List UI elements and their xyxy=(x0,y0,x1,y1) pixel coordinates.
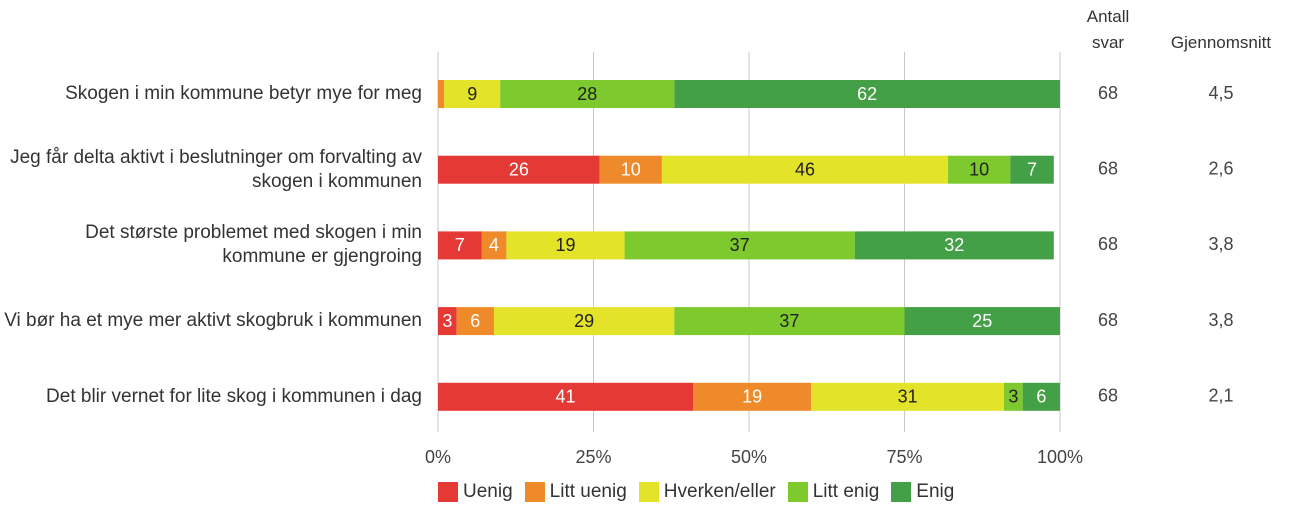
bar-segment xyxy=(674,80,1060,108)
data-label: 19 xyxy=(555,235,575,255)
data-label: 4 xyxy=(489,235,499,255)
legend-swatch xyxy=(891,482,912,502)
x-tick-label: 75% xyxy=(886,447,922,467)
bar-segment xyxy=(854,231,1054,260)
legend-swatch xyxy=(638,482,659,502)
average: 2,6 xyxy=(1208,158,1233,178)
data-label: 37 xyxy=(779,311,799,331)
bar-segment xyxy=(693,382,812,411)
average: 3,8 xyxy=(1208,310,1233,330)
x-tick-label: 0% xyxy=(425,447,451,467)
bar-segment xyxy=(438,382,694,411)
data-label: 3 xyxy=(1008,387,1018,407)
category-label: Jeg får delta aktivt i beslutninger om f… xyxy=(10,146,422,192)
legend-item: Litt enig xyxy=(787,481,880,503)
data-label: 10 xyxy=(969,159,989,179)
bar-segment xyxy=(506,231,625,260)
bar-segment xyxy=(948,155,1011,184)
data-label: 10 xyxy=(621,159,641,179)
legend-label: Enig xyxy=(916,481,955,502)
bar-segment xyxy=(1010,155,1054,184)
bar-segment xyxy=(481,231,507,260)
legend-swatch xyxy=(438,482,458,502)
bar-segment xyxy=(904,307,1060,336)
legend-swatch xyxy=(524,482,545,502)
bar-segment xyxy=(674,307,905,336)
count: 68 xyxy=(1098,386,1118,406)
legend-label: Litt enig xyxy=(812,481,880,502)
data-label: 41 xyxy=(555,387,575,407)
legend-label: Hverken/eller xyxy=(663,481,776,502)
data-label: 62 xyxy=(857,84,877,104)
average: 4,5 xyxy=(1208,83,1233,103)
bar-segment xyxy=(438,307,457,336)
data-label: 19 xyxy=(742,387,762,407)
data-label: 46 xyxy=(795,159,815,179)
data-label: 29 xyxy=(574,311,594,331)
data-label: 7 xyxy=(1027,159,1037,179)
data-label: 32 xyxy=(944,235,964,255)
data-label: 26 xyxy=(509,159,529,179)
count-header: Antall svar xyxy=(1086,7,1130,52)
bar-segment xyxy=(661,155,949,184)
data-label: 7 xyxy=(455,235,465,255)
x-tick-label: 25% xyxy=(575,447,611,467)
data-label: 37 xyxy=(730,235,750,255)
count: 68 xyxy=(1098,234,1118,254)
data-label: 31 xyxy=(898,387,918,407)
bar-segment xyxy=(456,307,494,336)
x-tick-label: 100% xyxy=(1037,447,1083,467)
bar-segment xyxy=(1004,382,1023,411)
bar-segment xyxy=(500,80,675,108)
bar-segment xyxy=(624,231,855,260)
data-label: 6 xyxy=(1036,387,1046,407)
bar-segment xyxy=(493,307,675,336)
legend: Uenig Litt uenig Hverken/eller Litt enig Eni… xyxy=(438,481,954,503)
x-tick-label: 50% xyxy=(731,447,767,467)
data-label: 9 xyxy=(467,84,477,104)
data-label: 25 xyxy=(972,311,992,331)
count: 68 xyxy=(1098,310,1118,330)
bar-segment xyxy=(438,155,600,184)
data-label: 6 xyxy=(470,311,480,331)
category-label: Det blir vernet for lite skog i kommunen… xyxy=(46,385,422,407)
category-label: Det største problemet med skogen i min k… xyxy=(85,222,422,268)
average: 2,1 xyxy=(1208,386,1233,406)
legend-label: Uenig xyxy=(463,481,513,502)
bar-segment xyxy=(599,155,662,184)
bar-segment xyxy=(438,80,445,108)
average: 3,8 xyxy=(1208,234,1233,254)
average-header: Gjennomsnitt xyxy=(1170,33,1272,52)
bar-segment xyxy=(811,382,1005,411)
count: 68 xyxy=(1098,83,1118,103)
data-label: 28 xyxy=(577,84,597,104)
legend-swatch xyxy=(787,482,808,502)
data-label: 3 xyxy=(442,311,452,331)
bar-segment xyxy=(444,80,501,108)
legend-item: Uenig xyxy=(438,481,513,503)
bar-segment xyxy=(438,231,482,260)
legend-label: Litt uenig xyxy=(549,481,627,502)
category-label: Vi bør ha et mye mer aktivt skogbruk i k… xyxy=(4,310,422,332)
legend-item: Hverken/eller xyxy=(638,481,776,503)
legend-item: Litt uenig xyxy=(524,481,627,503)
legend-item: Enig xyxy=(891,481,954,503)
category-label: Skogen i min kommune betyr mye for meg xyxy=(65,83,422,104)
bar-segment xyxy=(1022,382,1060,411)
count: 68 xyxy=(1098,158,1118,178)
